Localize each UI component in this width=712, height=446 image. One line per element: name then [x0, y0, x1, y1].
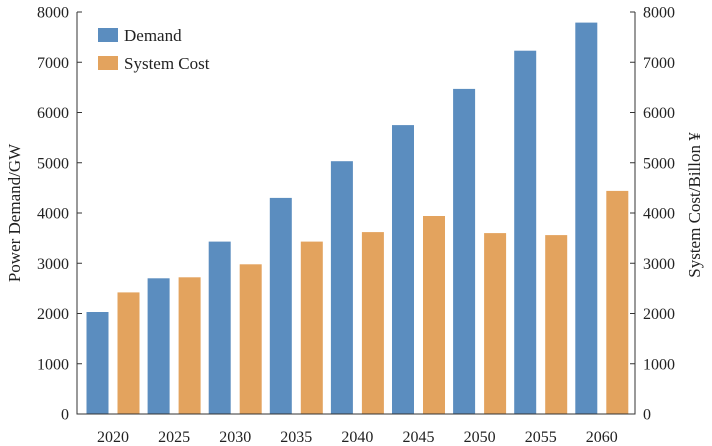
bar-system-cost-2035 [300, 241, 323, 414]
x-tick-label: 2040 [341, 429, 373, 446]
legend-label-demand: Demand [124, 26, 182, 45]
bar-system-cost-2055 [545, 235, 568, 414]
x-axis-ticks: 2020 2025 2030 2035 2040 2045 2050 2055 2060 [97, 429, 618, 446]
left-tick-label: 1000 [37, 356, 69, 373]
right-tick-label: 6000 [643, 105, 675, 122]
right-tick-label: 7000 [643, 55, 675, 72]
legend-swatch-demand [98, 28, 118, 42]
right-tick-label: 0 [643, 407, 651, 424]
right-tick-label: 4000 [643, 206, 675, 223]
x-tick-label: 2045 [403, 429, 435, 446]
bar-demand-2055 [514, 50, 537, 414]
bar-system-cost-2045 [423, 216, 445, 414]
bar-demand-2030 [208, 241, 231, 414]
right-tick-label: 3000 [643, 256, 675, 273]
x-tick-label: 2030 [219, 429, 251, 446]
right-axis-title: System Cost/Billon ¥ [685, 132, 704, 278]
right-tick-label: 8000 [643, 5, 675, 22]
bar-demand-2035 [269, 197, 292, 414]
x-tick-label: 2060 [586, 429, 618, 446]
bar-system-cost-2020 [117, 292, 140, 414]
left-tick-label: 6000 [37, 105, 69, 122]
bar-demand-2020 [86, 312, 109, 414]
legend: Demand System Cost [98, 26, 210, 73]
bar-system-cost-2030 [239, 264, 262, 414]
left-tick-label: 2000 [37, 306, 69, 323]
left-tick-label: 7000 [37, 55, 69, 72]
left-tick-label: 5000 [37, 155, 69, 172]
left-tick-label: 8000 [37, 5, 69, 22]
x-tick-label: 2020 [97, 429, 129, 446]
right-tick-label: 5000 [643, 155, 675, 172]
bar-system-cost-2025 [178, 277, 201, 414]
bar-system-cost-2040 [361, 232, 384, 414]
left-tick-label: 0 [61, 407, 69, 424]
bar-demand-2050 [453, 88, 476, 415]
x-tick-label: 2025 [158, 429, 190, 446]
x-tick-label: 2050 [464, 429, 496, 446]
bar-demand-2060 [575, 22, 598, 414]
bar-system-cost-2060 [606, 190, 629, 414]
left-tick-label: 3000 [37, 256, 69, 273]
left-axis-title: Power Demand/GW [5, 143, 24, 282]
left-tick-label: 4000 [37, 206, 69, 223]
x-tick-label: 2035 [280, 429, 312, 446]
bar-demand-2045 [392, 125, 414, 414]
bar-demand-2040 [330, 161, 353, 414]
legend-label-system-cost: System Cost [124, 54, 210, 73]
right-tick-label: 2000 [643, 306, 675, 323]
left-axis-ticks: 0 1000 2000 3000 4000 5000 6000 7000 8000 [37, 5, 82, 424]
bars-layer [86, 22, 629, 415]
bar-system-cost-2050 [484, 233, 507, 414]
legend-swatch-system-cost [98, 56, 118, 70]
bar-demand-2025 [147, 278, 170, 414]
x-tick-label: 2055 [525, 429, 557, 446]
right-tick-label: 1000 [643, 356, 675, 373]
right-axis-ticks: 0 1000 2000 3000 4000 5000 6000 7000 8000 [630, 5, 675, 424]
